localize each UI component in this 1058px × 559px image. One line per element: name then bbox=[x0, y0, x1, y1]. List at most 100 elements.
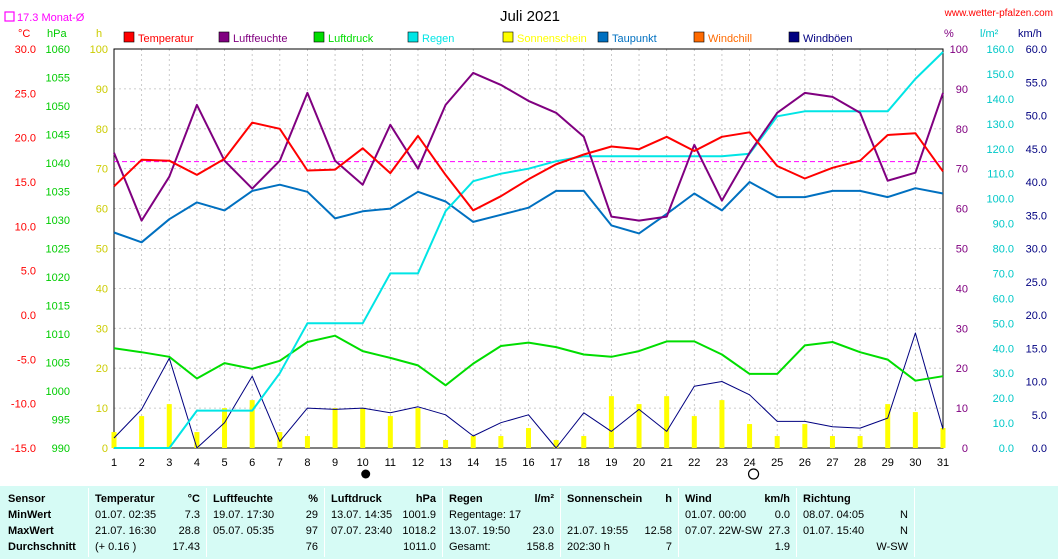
wind-axis-tick-label: 15.0 bbox=[1026, 343, 1047, 355]
sunshine-bar bbox=[277, 432, 283, 448]
stats-row-label-min: MinWert bbox=[8, 509, 52, 521]
stats-unit-pressure: hPa bbox=[415, 493, 436, 505]
unit-rain: l/m² bbox=[980, 28, 999, 40]
sunshine-bar bbox=[470, 436, 476, 448]
temperature-axis-tick-label: 20.0 bbox=[15, 133, 36, 145]
stats-rain-total-value: 158.8 bbox=[526, 541, 554, 553]
x-tick-label: 10 bbox=[357, 457, 369, 469]
stats-separator bbox=[88, 488, 89, 557]
full-moon-icon bbox=[747, 468, 760, 480]
sunshine-bar bbox=[498, 436, 504, 448]
x-tick-label: 3 bbox=[166, 457, 172, 469]
x-tick-label: 15 bbox=[495, 457, 507, 469]
stats-temperature-min-time: 01.07. 02:35 bbox=[95, 509, 157, 521]
stats-temperature-avg-note: (+ 0.16 ) bbox=[95, 541, 137, 553]
sunshine-axis-tick-label: 20 bbox=[96, 363, 108, 375]
x-tick-label: 23 bbox=[716, 457, 728, 469]
humidity-axis-tick-label: 90 bbox=[956, 84, 968, 96]
sunshine-axis-tick-label: 40 bbox=[96, 283, 108, 295]
humidity-axis-tick-label: 50 bbox=[956, 244, 968, 256]
sunshine-bar bbox=[664, 396, 670, 448]
legend-swatch-humidity bbox=[218, 31, 230, 43]
rain-axis-tick-label: 100.0 bbox=[986, 194, 1014, 206]
humidity-axis-tick-label: 60 bbox=[956, 204, 968, 216]
rain-axis-tick-label: 120.0 bbox=[986, 144, 1014, 156]
stats-separator bbox=[914, 488, 915, 557]
chart-marks bbox=[111, 51, 946, 449]
humidity-axis-tick-label: 40 bbox=[956, 283, 968, 295]
stats-direction-max-value: N bbox=[900, 525, 908, 537]
stats-wind-max-time: 07.07. 22W-SW bbox=[685, 525, 763, 537]
sunshine-bar bbox=[581, 436, 587, 448]
rain-axis-tick-label: 140.0 bbox=[986, 94, 1014, 106]
pressure-axis-tick-label: 990 bbox=[52, 443, 70, 455]
sunshine-axis-tick-label: 0 bbox=[102, 443, 108, 455]
legend-swatch-sunshine bbox=[502, 31, 514, 43]
temperature-axis-tick-label: 25.0 bbox=[15, 88, 36, 100]
temperature-axis-tick-label: 5.0 bbox=[21, 266, 36, 278]
stats-humidity-max-time: 05.07. 05:35 bbox=[213, 525, 275, 537]
rain-series-line bbox=[114, 51, 944, 449]
legend-label-humidity: Luftfeuchte bbox=[233, 33, 287, 45]
rain-axis-tick-label: 110.0 bbox=[987, 169, 1014, 181]
rain-axis-tick-label: 160.0 bbox=[986, 44, 1014, 56]
sunshine-bar bbox=[912, 412, 918, 448]
stats-separator bbox=[442, 488, 443, 557]
x-tick-label: 14 bbox=[467, 457, 479, 469]
wind-axis-tick-label: 0.0 bbox=[1032, 443, 1047, 455]
legend-swatch-gusts bbox=[788, 31, 800, 43]
pressure-axis-tick-label: 1030 bbox=[46, 215, 70, 227]
chart-grid bbox=[113, 48, 944, 449]
rain-axis-tick-label: 130.0 bbox=[986, 119, 1014, 131]
stats-unit-humidity: % bbox=[308, 493, 318, 505]
x-tick-label: 13 bbox=[439, 457, 451, 469]
stats-pressure-max-value: 1018.2 bbox=[402, 525, 436, 537]
gusts-series-line bbox=[113, 332, 944, 449]
wind-axis-tick-label: 60.0 bbox=[1026, 44, 1047, 56]
x-tick-label: 8 bbox=[304, 457, 310, 469]
legend-swatch-dewpoint bbox=[597, 31, 609, 43]
x-tick-label: 7 bbox=[277, 457, 283, 469]
x-tick-label: 24 bbox=[743, 457, 755, 469]
x-tick-label: 9 bbox=[332, 457, 338, 469]
chart-axes: 30.025.020.015.010.05.00.0-5.0-10.0-15.0… bbox=[11, 44, 1047, 480]
x-tick-label: 26 bbox=[799, 457, 811, 469]
pressure-axis-tick-label: 1005 bbox=[46, 358, 70, 370]
temperature-axis-tick-label: 30.0 bbox=[15, 44, 36, 56]
unit-wind: km/h bbox=[1018, 28, 1042, 40]
rain-axis-tick-label: 10.0 bbox=[993, 418, 1014, 430]
x-tick-label: 2 bbox=[139, 457, 145, 469]
legend-swatch-temperature bbox=[123, 31, 135, 43]
wind-axis-tick-label: 50.0 bbox=[1026, 111, 1047, 123]
chart-background bbox=[0, 0, 1058, 486]
pressure-axis-tick-label: 1000 bbox=[46, 386, 70, 398]
sunshine-bar bbox=[940, 428, 946, 448]
stats-separator bbox=[324, 488, 325, 557]
x-tick-label: 30 bbox=[909, 457, 921, 469]
rain-axis-tick-label: 70.0 bbox=[993, 268, 1014, 280]
stats-header-sunshine: Sonnenschein bbox=[567, 493, 643, 505]
site-link[interactable]: www.wetter-pfalzen.com bbox=[944, 8, 1053, 19]
sunshine-bar bbox=[636, 404, 642, 448]
stats-wind-min-value: 0.0 bbox=[774, 509, 790, 521]
legend-label-sunshine: Sonnenschein bbox=[517, 33, 587, 45]
legend-label-temperature: Temperatur bbox=[138, 33, 194, 45]
x-tick-label: 16 bbox=[522, 457, 534, 469]
sunshine-bar bbox=[747, 424, 753, 448]
sunshine-bar bbox=[111, 432, 117, 448]
sunshine-bar bbox=[553, 440, 559, 448]
wind-axis-tick-label: 5.0 bbox=[1032, 410, 1047, 422]
x-tick-label: 21 bbox=[661, 457, 673, 469]
stats-temperature-max-time: 21.07. 16:30 bbox=[95, 525, 157, 537]
stats-direction-avg-value: W-SW bbox=[876, 541, 908, 553]
wind-axis-tick-label: 25.0 bbox=[1026, 277, 1047, 289]
stats-separator bbox=[678, 488, 679, 557]
stats-humidity-avg-value: 76 bbox=[305, 541, 318, 553]
unit-humidity: % bbox=[944, 28, 954, 40]
pressure-axis-tick-label: 1025 bbox=[46, 244, 70, 256]
sunshine-bar bbox=[443, 440, 449, 448]
x-tick-label: 6 bbox=[249, 457, 255, 469]
rain-axis-tick-label: 150.0 bbox=[986, 69, 1014, 81]
stats-unit-sunshine: h bbox=[665, 493, 672, 505]
rain-axis-tick-label: 80.0 bbox=[993, 244, 1014, 256]
